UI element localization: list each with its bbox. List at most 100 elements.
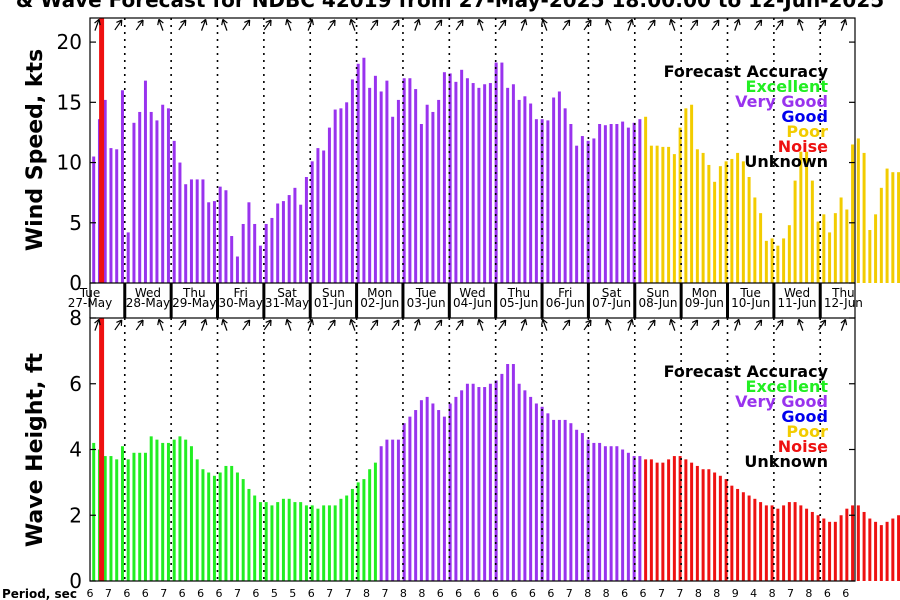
legend-item: Unknown [744,452,828,471]
bar [385,80,389,283]
arrow-icon [627,318,634,331]
bar [741,492,745,581]
arrow-icon [840,318,848,331]
figure-title: & Wave Forecast for NDBC 42019 from 27-M… [16,0,884,12]
bar [557,91,561,283]
bar [868,518,872,581]
bar [178,162,182,283]
bar [339,108,343,283]
arrow-icon [370,319,379,331]
period-tick-label: 7 [381,587,388,600]
bar [126,232,130,283]
bar [258,245,262,283]
bar [143,80,147,283]
bar [799,151,803,283]
bar [224,465,228,581]
arrow-icon [221,18,228,31]
bar [132,452,136,581]
bar [385,439,389,581]
legend-item: Poor [786,122,828,141]
y-tick-label: 4 [69,438,82,462]
arrow-icon [775,319,784,331]
bar [396,439,400,581]
bar [299,204,303,283]
bar [304,177,308,283]
bar [655,462,659,581]
day-date-label: 05-Jun [499,296,538,310]
bar [207,472,211,581]
day-date-label: 01-Jun [314,296,353,310]
arrow-icon [711,19,720,31]
day-date-label: 11-Jun [778,296,817,310]
bar [391,116,395,284]
bar [862,152,866,283]
bar [270,505,274,581]
bar [207,202,211,283]
y-tick-label: 6 [69,372,82,396]
bar [431,403,435,581]
bar [322,150,326,283]
bar [770,238,774,283]
arrow-icon [391,319,400,331]
period-tick-label: 8 [713,587,720,600]
bar [166,108,170,283]
arrow-icon [733,18,741,31]
day-date-label: 31-May [265,296,309,310]
bar [684,108,688,283]
arrow-icon [775,19,784,31]
bar [212,201,216,283]
period-tick-label: 8 [805,587,812,600]
bar [851,144,855,283]
bar [563,419,567,581]
bar [477,387,481,581]
bar [718,475,722,581]
bar [281,498,285,581]
bar [149,436,153,581]
bar [408,416,412,582]
bar [327,505,331,581]
arrow-icon [818,19,827,31]
period-tick-label: 6 [123,587,130,600]
bar [143,452,147,581]
bar [454,396,458,581]
bar [764,240,768,283]
period-tick-label: 6 [640,587,647,600]
bar [563,108,567,283]
bar [770,505,774,581]
bar [511,84,515,283]
bar [684,459,688,581]
bar [609,446,613,581]
arrow-icon [178,319,187,331]
period-tick-label: 7 [160,587,167,600]
bar [103,456,107,581]
period-tick-label: 7 [326,587,333,600]
bar [690,462,694,581]
bar [655,145,659,283]
bar [373,462,377,581]
period-tick-label: 6 [824,587,831,600]
period-tick-label: 6 [621,587,628,600]
bar [879,187,883,283]
bar [166,442,170,581]
bar [897,172,900,283]
bar [327,127,331,283]
bar [161,442,165,581]
day-name-label: Fri [234,286,248,300]
bar [201,469,205,581]
bar [115,149,119,283]
bar [724,479,728,581]
y-tick-label: 5 [69,211,82,235]
bar [471,383,475,581]
day-name-label: Mon [367,286,392,300]
bar [805,151,809,283]
legend-item: Unknown [744,152,828,171]
arrow-icon [434,19,443,31]
bar [132,122,136,283]
bar [419,124,423,283]
period-tick-label: 6 [492,587,499,600]
arrow-icon [583,319,592,331]
period-tick-label: 5 [271,587,278,600]
bar [241,479,245,581]
bar [511,364,515,581]
arrow-icon [797,18,804,31]
